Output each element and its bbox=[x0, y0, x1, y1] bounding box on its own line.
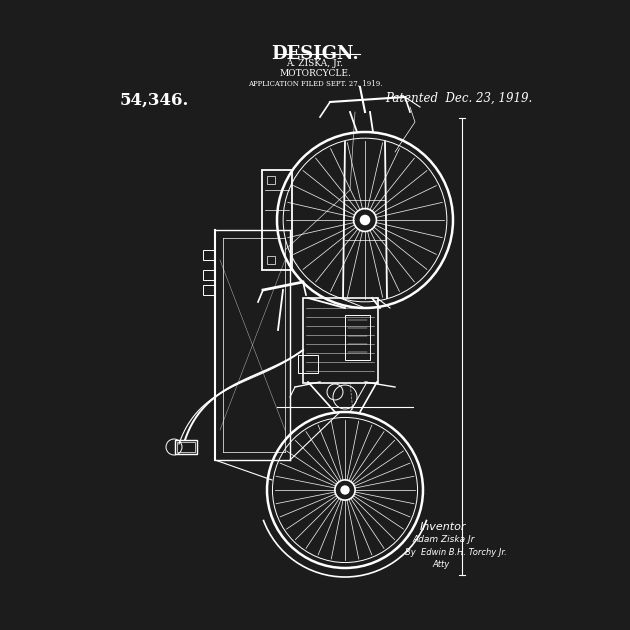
Text: DESIGN.: DESIGN. bbox=[271, 45, 359, 63]
Text: 54,346.: 54,346. bbox=[120, 92, 190, 109]
Text: Atty: Atty bbox=[432, 560, 449, 569]
Bar bbox=[203, 250, 215, 260]
Bar bbox=[262, 170, 292, 270]
Bar bbox=[298, 355, 318, 373]
Text: A. ZISKA, Jr.: A. ZISKA, Jr. bbox=[287, 59, 343, 68]
Text: Adam Ziska Jr: Adam Ziska Jr bbox=[412, 535, 474, 544]
Text: Inventor: Inventor bbox=[420, 522, 466, 532]
Bar bbox=[267, 256, 275, 264]
Bar bbox=[267, 176, 275, 184]
Text: MOTORCYCLE.: MOTORCYCLE. bbox=[279, 69, 351, 78]
Circle shape bbox=[340, 485, 350, 495]
Bar bbox=[203, 270, 215, 280]
Bar bbox=[175, 440, 197, 454]
Bar bbox=[177, 442, 195, 452]
Text: Patented  Dec. 23, 1919.: Patented Dec. 23, 1919. bbox=[385, 92, 532, 105]
Bar bbox=[203, 285, 215, 295]
Text: APPLICATION FILED SEPT. 27, 1919.: APPLICATION FILED SEPT. 27, 1919. bbox=[248, 79, 382, 87]
Bar bbox=[303, 298, 378, 383]
Bar bbox=[345, 315, 370, 360]
Circle shape bbox=[360, 215, 370, 226]
Text: By  Edwin B.H. Torchy Jr.: By Edwin B.H. Torchy Jr. bbox=[405, 548, 507, 557]
